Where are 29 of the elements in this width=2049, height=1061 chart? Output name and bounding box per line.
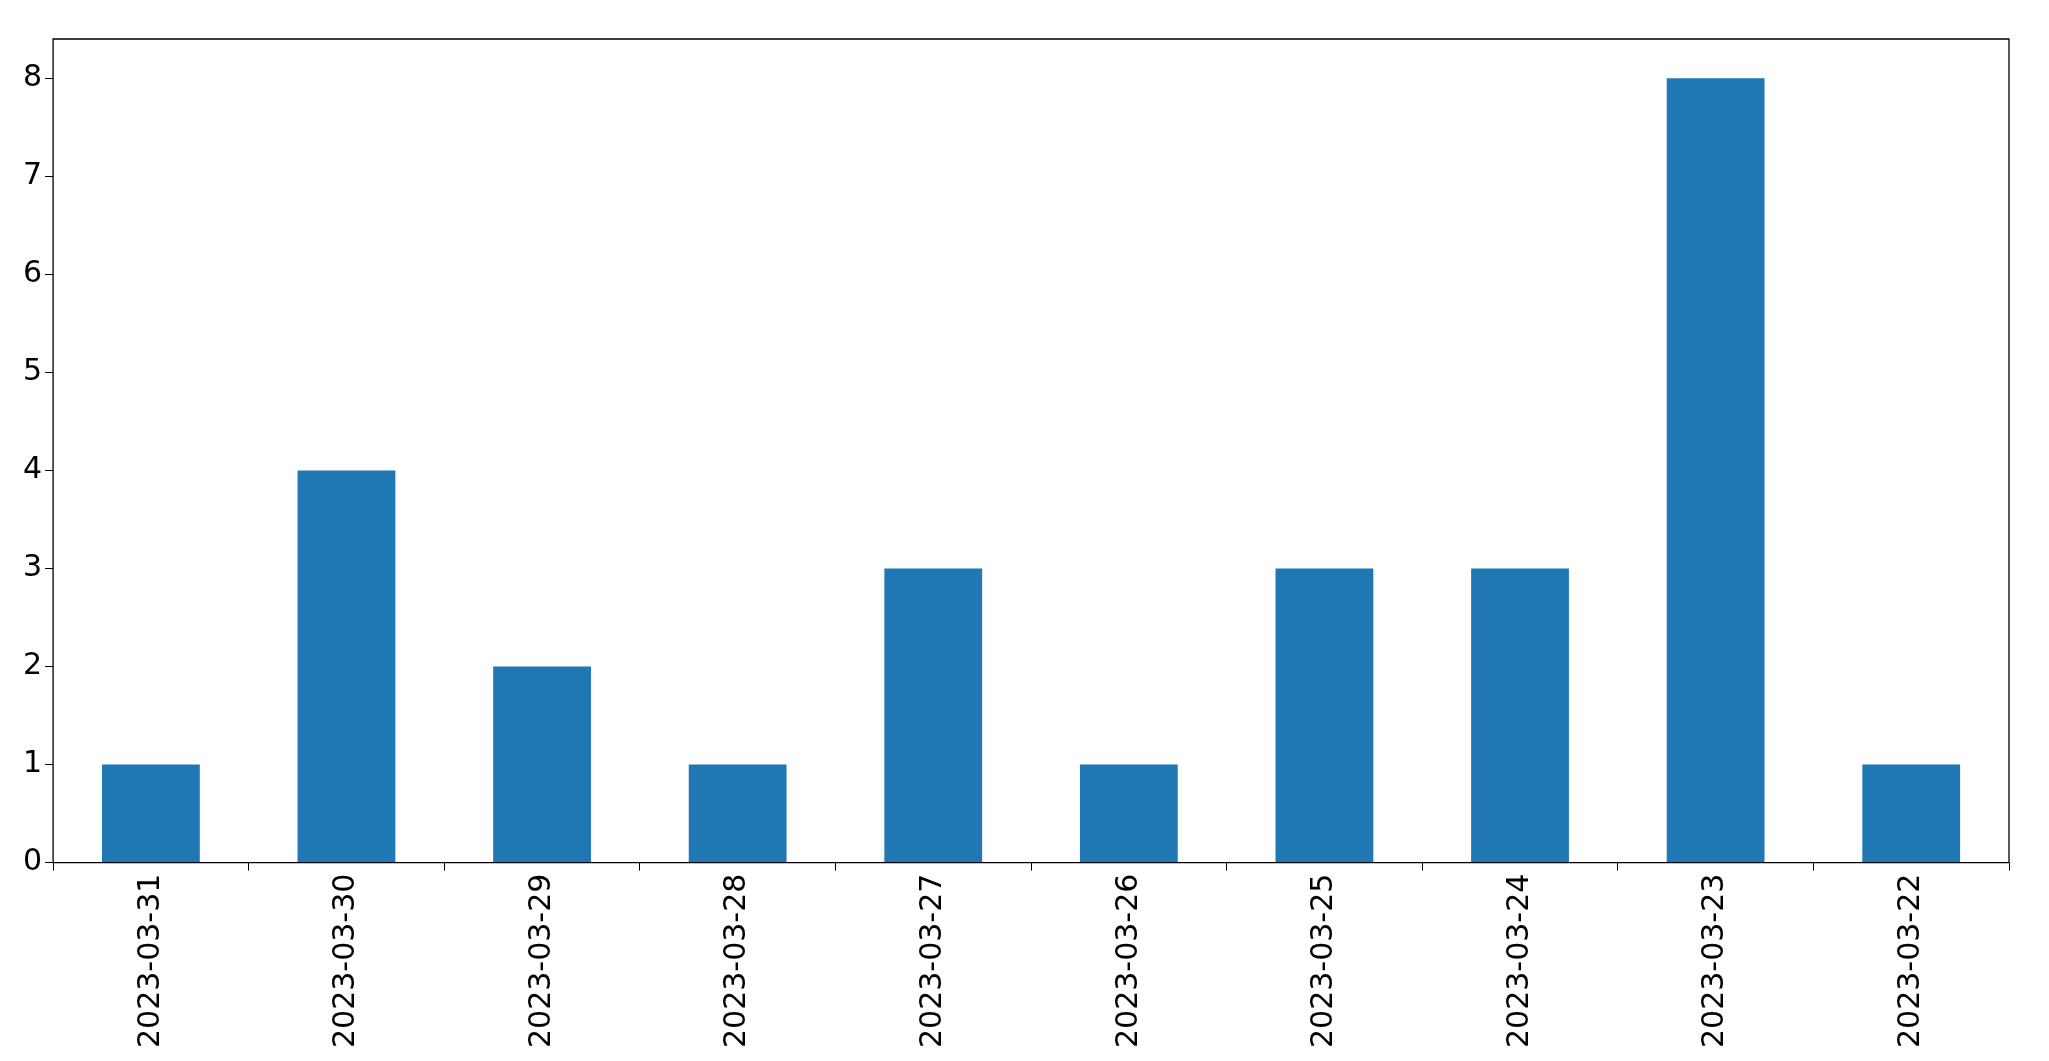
bar xyxy=(1275,568,1374,863)
y-tick-label: 6 xyxy=(22,254,43,290)
x-tick-label: 2023-03-30 xyxy=(326,873,362,1049)
x-tick-label: 2023-03-29 xyxy=(521,873,557,1049)
y-tick-label: 2 xyxy=(22,646,43,682)
y-tick-label: 7 xyxy=(22,156,43,192)
bar xyxy=(1862,764,1961,863)
x-tick-label: 2023-03-22 xyxy=(1891,873,1926,1049)
bar xyxy=(493,666,591,863)
x-tick-label: 2023-03-28 xyxy=(717,873,753,1049)
bar xyxy=(101,764,200,863)
x-tick-label: 2023-03-31 xyxy=(130,873,166,1049)
y-tick-label: 3 xyxy=(22,548,43,584)
y-tick-label: 1 xyxy=(22,744,43,780)
x-tick-label: 2023-03-25 xyxy=(1304,873,1340,1049)
x-tick-label: 2023-03-26 xyxy=(1108,873,1144,1049)
y-tick-label: 8 xyxy=(22,58,43,94)
x-tick-label: 2023-03-24 xyxy=(1499,873,1535,1049)
bar xyxy=(884,568,983,863)
x-tick-label: 2023-03-27 xyxy=(913,873,949,1049)
bar xyxy=(1079,764,1178,863)
bar xyxy=(297,470,396,863)
bar xyxy=(688,764,787,863)
y-tick-label: 5 xyxy=(22,352,43,388)
y-tick-label: 4 xyxy=(22,450,43,486)
bar xyxy=(1666,78,1765,863)
x-tick-label: 2023-03-23 xyxy=(1695,873,1731,1049)
y-tick-label: 0 xyxy=(22,842,43,878)
bar xyxy=(1471,568,1569,863)
